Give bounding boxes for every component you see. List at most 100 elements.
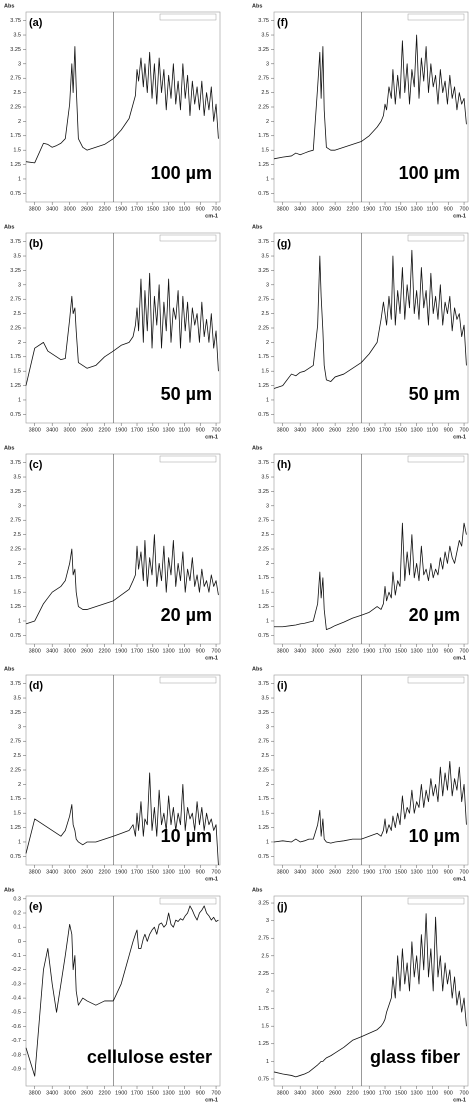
y-tick-label: 2.25 bbox=[10, 325, 21, 331]
y-tick-label: 2.5 bbox=[261, 532, 269, 538]
y-tick-label: 1.5 bbox=[261, 811, 269, 817]
x-tick-label: 1100 bbox=[179, 869, 191, 875]
x-tick-label: 2600 bbox=[329, 648, 341, 654]
y-tick-label: 0.75 bbox=[258, 191, 269, 197]
x-tick-label: 1300 bbox=[163, 1090, 175, 1096]
x-tick-label: 1900 bbox=[115, 648, 127, 654]
size-annotation: 10 µm bbox=[161, 826, 212, 846]
y-tick-label: 1.75 bbox=[10, 796, 21, 802]
plot-frame bbox=[273, 674, 469, 866]
x-tick-label: 1900 bbox=[363, 427, 375, 433]
x-tick-label: 1500 bbox=[147, 648, 159, 654]
x-tick-label: 3800 bbox=[277, 869, 289, 875]
y-tick-label: 1.25 bbox=[10, 162, 21, 168]
panel-label: (g) bbox=[277, 238, 291, 250]
x-tick-label: 3400 bbox=[46, 648, 58, 654]
panel-label: (c) bbox=[29, 459, 43, 471]
x-tick-label: 3400 bbox=[294, 427, 306, 433]
y-axis-label: Abs bbox=[252, 3, 262, 9]
x-tick-label: 1100 bbox=[427, 427, 439, 433]
x-tick-label: 2200 bbox=[98, 1090, 110, 1096]
y-tick-label: 2.5 bbox=[13, 90, 21, 96]
x-tick-label: 900 bbox=[196, 648, 205, 654]
y-tick-label: 1.5 bbox=[13, 590, 21, 596]
x-tick-label: 2600 bbox=[81, 1090, 93, 1096]
y-tick-label: 2.25 bbox=[258, 971, 269, 977]
x-tick-label: 1700 bbox=[131, 427, 143, 433]
x-tick-label: 1500 bbox=[147, 1090, 159, 1096]
y-tick-label: 3.75 bbox=[258, 18, 269, 24]
x-tick-label: 1700 bbox=[131, 869, 143, 875]
panel-label: (a) bbox=[29, 17, 43, 29]
y-tick-label: 1.25 bbox=[258, 825, 269, 831]
x-tick-label: 1500 bbox=[147, 206, 159, 212]
x-tick-label: 2200 bbox=[98, 648, 110, 654]
y-axis-label: Abs bbox=[4, 445, 14, 451]
y-tick-label: 2.75 bbox=[258, 76, 269, 82]
x-tick-label: 1700 bbox=[379, 1090, 391, 1096]
y-tick-label: 0.75 bbox=[10, 412, 21, 418]
y-tick-label: 1.75 bbox=[258, 575, 269, 581]
plot-frame bbox=[25, 11, 221, 203]
x-tick-label: 700 bbox=[459, 1090, 468, 1096]
x-tick-label: 900 bbox=[444, 427, 453, 433]
y-tick-label: 3.5 bbox=[13, 32, 21, 38]
x-tick-label: 3800 bbox=[277, 648, 289, 654]
x-axis-label: cm-1 bbox=[205, 876, 218, 882]
y-tick-label: 3.75 bbox=[10, 681, 21, 687]
y-tick-label: 2.75 bbox=[258, 936, 269, 942]
spectrum-line bbox=[25, 905, 219, 1077]
y-tick-label: 1 bbox=[266, 618, 269, 624]
x-tick-label: 1100 bbox=[427, 206, 439, 212]
x-tick-label: 700 bbox=[211, 869, 220, 875]
size-annotation: glass fiber bbox=[370, 1047, 460, 1067]
x-tick-label: 2200 bbox=[98, 427, 110, 433]
legend-box bbox=[407, 13, 465, 21]
x-axis-label: cm-1 bbox=[453, 434, 466, 440]
x-tick-label: 3800 bbox=[277, 1090, 289, 1096]
x-tick-label: 900 bbox=[196, 427, 205, 433]
y-tick-label: -0.6 bbox=[12, 1024, 21, 1030]
x-tick-label: 1900 bbox=[115, 427, 127, 433]
y-tick-label: 2.5 bbox=[261, 311, 269, 317]
x-tick-label: 3000 bbox=[64, 427, 76, 433]
y-tick-label: 3.25 bbox=[258, 710, 269, 716]
x-tick-label: 2600 bbox=[329, 869, 341, 875]
x-tick-label: 3400 bbox=[46, 427, 58, 433]
x-tick-label: 1100 bbox=[427, 869, 439, 875]
x-tick-label: 1300 bbox=[163, 648, 175, 654]
y-tick-label: 0.2 bbox=[13, 910, 21, 916]
x-tick-label: 2600 bbox=[329, 206, 341, 212]
y-tick-label: 1.75 bbox=[10, 133, 21, 139]
y-tick-label: 3.25 bbox=[258, 47, 269, 53]
x-tick-label: 700 bbox=[459, 427, 468, 433]
y-tick-label: 3.75 bbox=[10, 460, 21, 466]
y-tick-label: 0.75 bbox=[10, 191, 21, 197]
x-tick-label: 1700 bbox=[131, 648, 143, 654]
x-axis-label: cm-1 bbox=[205, 434, 218, 440]
y-tick-label: 3 bbox=[266, 918, 269, 924]
y-tick-label: 1 bbox=[266, 1059, 269, 1065]
y-axis-label: Abs bbox=[4, 887, 14, 893]
y-tick-label: 2 bbox=[266, 782, 269, 788]
legend-box bbox=[159, 676, 217, 684]
x-tick-label: 3000 bbox=[312, 206, 324, 212]
y-tick-label: -0.3 bbox=[12, 981, 21, 987]
x-tick-label: 1300 bbox=[163, 869, 175, 875]
y-tick-label: 1.75 bbox=[258, 133, 269, 139]
y-tick-label: 1 bbox=[18, 397, 21, 403]
y-tick-label: 1 bbox=[18, 176, 21, 182]
size-annotation: 10 µm bbox=[409, 826, 460, 846]
x-tick-label: 3000 bbox=[312, 869, 324, 875]
x-tick-label: 3800 bbox=[29, 648, 41, 654]
y-tick-label: 3 bbox=[18, 724, 21, 730]
y-tick-label: -0.1 bbox=[12, 953, 21, 959]
y-tick-label: -0.9 bbox=[12, 1066, 21, 1072]
legend-box bbox=[159, 13, 217, 21]
x-tick-label: 2200 bbox=[346, 206, 358, 212]
x-tick-label: 1500 bbox=[147, 869, 159, 875]
x-tick-label: 3800 bbox=[29, 869, 41, 875]
y-tick-label: 2.25 bbox=[10, 546, 21, 552]
y-tick-label: 2.5 bbox=[261, 753, 269, 759]
plot-frame bbox=[273, 232, 469, 424]
